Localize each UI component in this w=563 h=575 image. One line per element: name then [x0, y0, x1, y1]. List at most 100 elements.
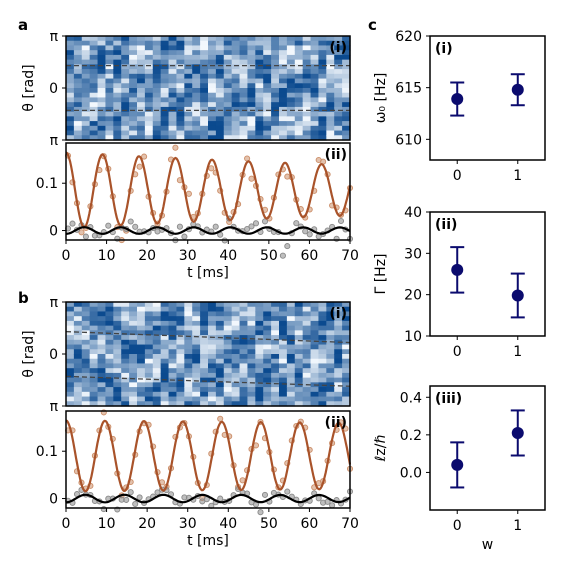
- a_i-cell: [176, 97, 185, 103]
- a_i-cell: [334, 92, 343, 99]
- b_i-cell: [215, 363, 225, 369]
- a_i-cell: [231, 36, 241, 42]
- b_i-cell: [294, 320, 304, 327]
- a_i-cell: [81, 40, 91, 47]
- b_i-cell: [168, 302, 178, 308]
- b_i-cell: [168, 339, 178, 346]
- a_i-cell: [334, 102, 343, 108]
- a_ii-dot: [248, 223, 255, 230]
- a_i-cell: [231, 40, 241, 47]
- a_i-cell: [66, 121, 75, 127]
- a_i-cell: [66, 36, 75, 42]
- a_i-cell: [239, 106, 249, 113]
- b_i-cell: [286, 377, 296, 383]
- b_i-cell: [144, 349, 154, 355]
- b_i-cell: [263, 349, 272, 355]
- b_i-cell: [310, 358, 320, 365]
- a_i-cell: [310, 106, 320, 113]
- a_i-cell: [168, 78, 178, 84]
- a_ii-xtick-label: 0: [62, 248, 71, 264]
- b_i-cell: [263, 387, 272, 393]
- a_ii-dot: [141, 153, 148, 160]
- b_i-cell: [192, 344, 201, 350]
- b_i-cell: [239, 372, 249, 379]
- a_i-cell: [168, 116, 178, 122]
- b_i-cell: [89, 387, 99, 393]
- a_i-cell: [129, 88, 138, 94]
- b_i-cell: [326, 396, 335, 402]
- a_i-cell: [310, 121, 320, 127]
- a_i-cell: [192, 59, 201, 65]
- a_i-cell: [334, 64, 343, 70]
- b_ii-ytick-label: 0: [49, 492, 58, 508]
- a_i-cell: [208, 36, 217, 42]
- b_i-cell: [286, 325, 296, 331]
- a_i-cell: [200, 69, 209, 75]
- b_i-cell: [129, 354, 138, 360]
- b_ii-dot: [329, 502, 336, 509]
- b_i-cell: [184, 302, 193, 308]
- b_i-cell: [271, 344, 280, 350]
- b_i-cell: [223, 325, 233, 331]
- a_i-cell: [247, 36, 256, 42]
- a_i-cell: [160, 40, 170, 47]
- b_i-cell: [247, 349, 256, 355]
- b_i-cell: [121, 330, 130, 336]
- a_i-cell: [263, 116, 272, 122]
- b_i-cell: [310, 349, 320, 355]
- b_i-cell: [247, 325, 256, 331]
- a_i-cell: [105, 78, 114, 84]
- b_i-cell: [231, 372, 241, 379]
- b_i-cell: [239, 344, 249, 350]
- a_i-cell: [231, 130, 241, 136]
- a_i-cell: [89, 125, 99, 132]
- a_i-cell: [137, 130, 146, 136]
- b_i-cell: [279, 368, 288, 374]
- a_i-cell: [160, 121, 170, 127]
- b_i-cell: [294, 358, 304, 365]
- a_i-cell: [144, 36, 154, 42]
- b_i-cell: [137, 372, 146, 379]
- b_i-cell: [310, 396, 320, 402]
- b_i-cell: [184, 349, 193, 355]
- a_i-cell: [215, 45, 225, 51]
- a_i-cell: [66, 54, 75, 61]
- a_ii-frame: [65, 142, 351, 241]
- a_i-cell: [247, 135, 256, 141]
- a_i-cell: [152, 135, 162, 141]
- a_i-cell: [255, 102, 264, 108]
- b_i-cell: [192, 349, 201, 355]
- a_i-cell: [310, 125, 320, 132]
- a_i-cell: [176, 116, 185, 122]
- a_i-cell: [105, 54, 114, 61]
- b_i-cell: [73, 391, 83, 398]
- a_i-cell: [239, 125, 249, 132]
- b_i-cell: [271, 396, 280, 402]
- a_ii-ytick-label: 0: [49, 224, 58, 240]
- b_i-cell: [231, 339, 241, 346]
- a_i-cell: [113, 121, 122, 127]
- b_i-cell: [326, 377, 335, 383]
- b_i-cell: [310, 306, 320, 313]
- a_i-cell: [215, 78, 225, 84]
- b_i-cell: [255, 401, 264, 407]
- a_i-cell: [152, 59, 162, 65]
- a_i-cell: [129, 73, 138, 80]
- a_i-cell: [200, 111, 209, 117]
- c_iii-xtick-label: 1: [513, 518, 522, 534]
- a_i-cell: [160, 135, 170, 141]
- c_iii-ytick-label: 0.0: [400, 465, 422, 481]
- a_i-cell: [192, 121, 201, 127]
- a_i-cell: [310, 64, 320, 70]
- b_i-cell: [89, 344, 99, 350]
- b_i-cell: [279, 363, 288, 369]
- a_i-cell: [271, 106, 280, 113]
- b_ii-dot: [324, 498, 331, 505]
- a_i-cell: [97, 125, 107, 132]
- a_i-cell: [279, 116, 288, 122]
- b_i-cell: [160, 325, 170, 331]
- b_i-cell: [144, 391, 154, 398]
- b_i-cell: [208, 387, 217, 393]
- b_i-cell: [279, 391, 288, 398]
- b_i-cell: [271, 316, 280, 322]
